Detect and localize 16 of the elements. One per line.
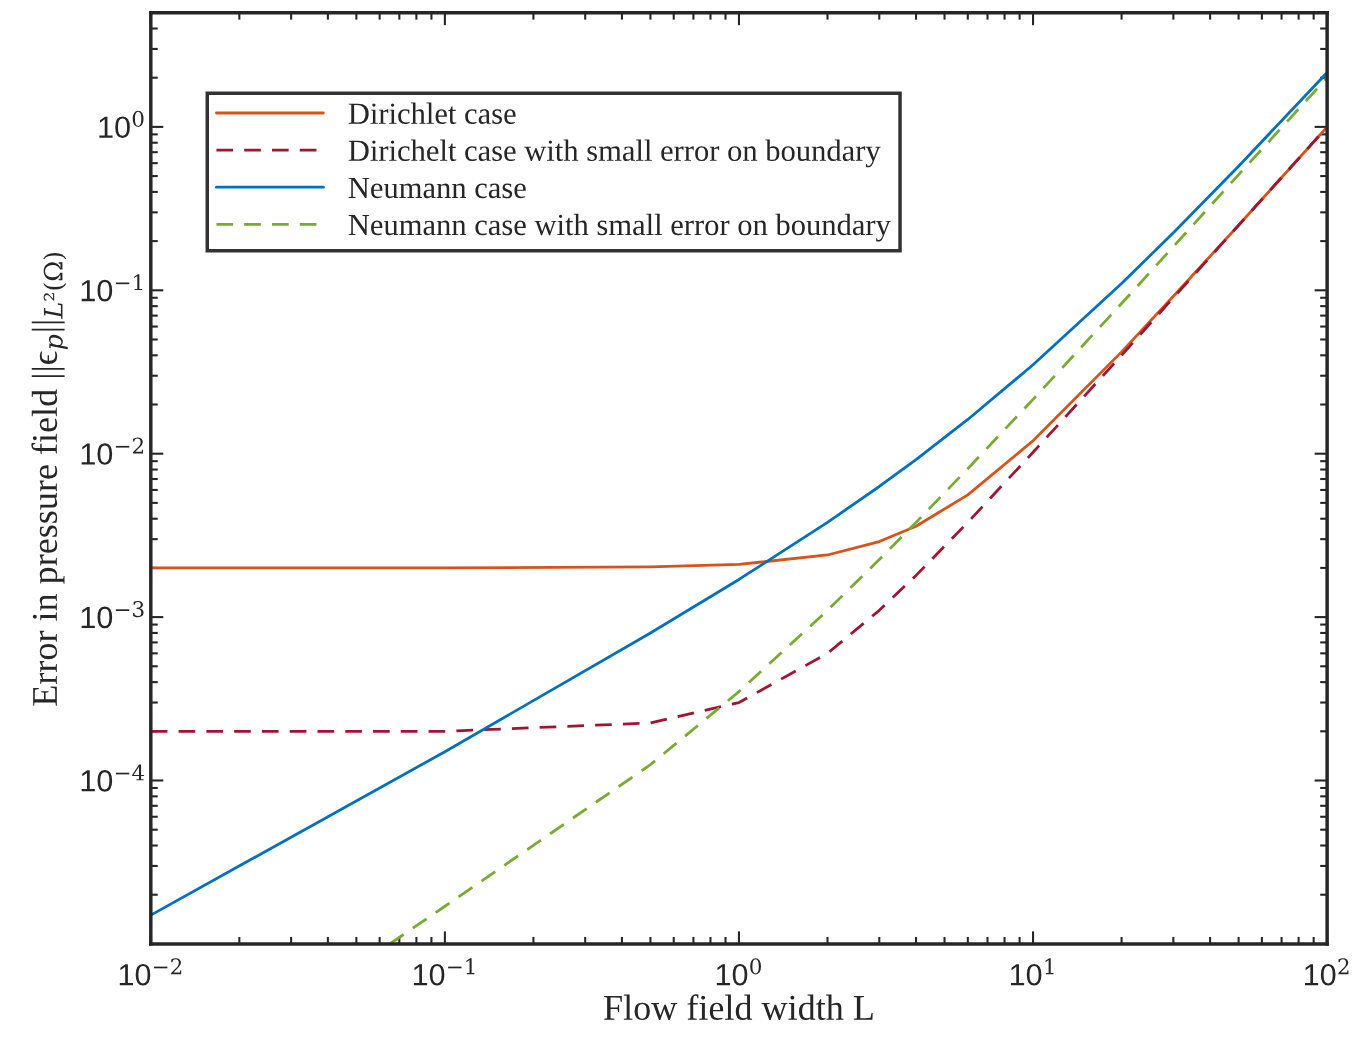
y-axis-title: Error in pressure field ||ϵ$_{p}$||$_{L²(Ω)}$ bbox=[31, 252, 68, 706]
y-tick-label: 10$^{−1}$ bbox=[81, 274, 143, 302]
x-tick-label: 10$^{−2}$ bbox=[119, 958, 182, 986]
x-tick-label: 10$^{2}$ bbox=[1305, 958, 1349, 986]
x-axis-title: Flow field width L bbox=[604, 994, 873, 1021]
legend-label: Neumann case bbox=[348, 177, 526, 199]
legend-label: Neumann case with small error on boundary bbox=[348, 213, 891, 242]
y-tick-label: 10$^{−4}$ bbox=[81, 764, 145, 792]
x-tick-label: 10$^{−1}$ bbox=[413, 958, 475, 986]
x-tick-label: 10$^{0}$ bbox=[716, 958, 761, 986]
legend-label: Dirichlet case bbox=[348, 102, 516, 124]
legend-label: Dirichelt case with small error on boundary bbox=[348, 139, 881, 168]
x-tick-label: 10$^{1}$ bbox=[1010, 958, 1054, 986]
y-tick-label: 10$^{−3}$ bbox=[81, 600, 144, 629]
y-tick-label: 10$^{0}$ bbox=[99, 110, 144, 139]
y-tick-label: 10$^{−2}$ bbox=[81, 437, 144, 465]
